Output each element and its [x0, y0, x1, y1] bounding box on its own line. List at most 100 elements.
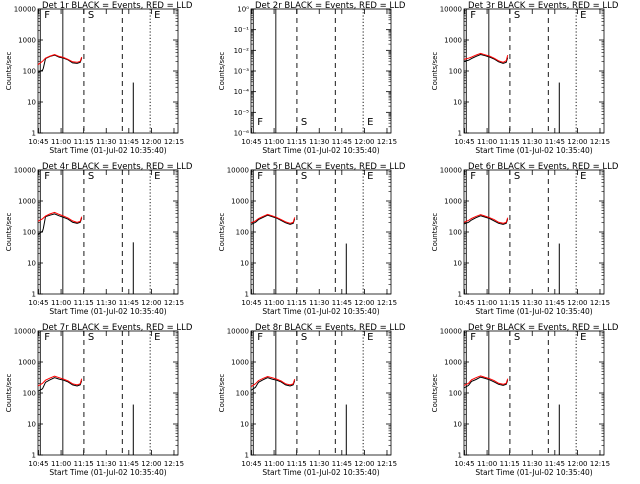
x-tick-label: 10:45: [241, 460, 261, 468]
marker-label: E: [154, 171, 160, 182]
series-line-events: [37, 54, 83, 73]
x-tick-label: 10:45: [454, 460, 474, 468]
marker-label: F: [470, 332, 476, 343]
y-tick-label: 10: [27, 421, 36, 429]
y-tick-label: 10000: [227, 167, 249, 175]
x-tick-label: 11:00: [51, 460, 71, 468]
y-tick-label: 10⁰: [237, 6, 249, 14]
y-tick-label: 1: [245, 452, 249, 460]
plot-frame: [250, 8, 392, 134]
x-tick-label: 11:45: [332, 299, 352, 307]
y-tick-label: 10: [453, 99, 462, 107]
y-tick-label: 1: [458, 291, 462, 299]
y-tick-label: 10000: [14, 328, 36, 336]
x-tick-label: 11:15: [287, 138, 307, 146]
chart-title: Det 7r BLACK = Events, RED = LLD: [42, 323, 193, 333]
y-tick-label: 100: [236, 390, 249, 398]
chart-title: Det 4r BLACK = Events, RED = LLD: [42, 162, 193, 172]
marker-label: F: [257, 171, 263, 182]
x-tick-label: 11:30: [96, 460, 116, 468]
series-line-events: [463, 53, 509, 64]
y-tick-label: 10⁻⁵: [234, 109, 250, 117]
y-tick-label: 10: [453, 421, 462, 429]
y-tick-label: 10: [240, 260, 249, 268]
chart-title: Det 5r BLACK = Events, RED = LLD: [255, 162, 406, 172]
series-line-lld: [463, 375, 509, 386]
x-tick-label: 11:00: [477, 299, 497, 307]
x-tick-label: 11:30: [522, 138, 542, 146]
series-line-lld: [37, 211, 83, 223]
x-tick-label: 11:15: [500, 138, 520, 146]
x-tick-label: 11:45: [332, 138, 352, 146]
y-tick-label: 10: [27, 99, 36, 107]
x-tick-label: 11:30: [522, 460, 542, 468]
x-tick-label: 11:00: [477, 138, 497, 146]
series-line-events: [250, 214, 296, 225]
x-tick-label: 11:00: [264, 460, 284, 468]
y-tick-label: 1: [32, 130, 36, 138]
x-axis-label: Start Time (01-Jul-02 10:35:40): [262, 146, 379, 155]
x-tick-label: 12:00: [567, 299, 587, 307]
y-tick-label: 100: [23, 390, 36, 398]
x-tick-label: 11:30: [522, 299, 542, 307]
x-tick-label: 11:15: [500, 299, 520, 307]
y-tick-label: 1000: [231, 198, 249, 206]
x-tick-label: 12:15: [590, 138, 610, 146]
x-tick-label: 12:00: [141, 138, 161, 146]
x-tick-label: 11:45: [119, 138, 139, 146]
plot-frame: [463, 8, 605, 134]
x-tick-label: 11:15: [500, 460, 520, 468]
x-axis-label: Start Time (01-Jul-02 10:35:40): [49, 468, 166, 477]
x-tick-label: 11:15: [287, 299, 307, 307]
x-tick-label: 12:15: [164, 299, 184, 307]
marker-label: S: [514, 171, 520, 182]
x-tick-label: 11:15: [74, 460, 94, 468]
y-tick-label: 1: [458, 130, 462, 138]
y-axis-label: Counts/sec: [218, 374, 226, 413]
marker-label: S: [301, 117, 307, 128]
x-tick-label: 12:15: [164, 138, 184, 146]
x-tick-label: 11:45: [545, 138, 565, 146]
x-tick-label: 11:15: [74, 299, 94, 307]
x-tick-label: 11:30: [309, 299, 329, 307]
x-tick-label: 12:15: [164, 460, 184, 468]
series-line-events: [37, 213, 83, 235]
y-tick-label: 1000: [444, 198, 462, 206]
y-tick-label: 1: [32, 291, 36, 299]
y-tick-label: 1000: [231, 359, 249, 367]
x-tick-label: 10:45: [454, 138, 474, 146]
x-tick-label: 12:15: [590, 299, 610, 307]
marker-label: S: [88, 171, 94, 182]
series-line-events: [463, 215, 509, 225]
y-tick-label: 1: [32, 452, 36, 460]
x-tick-label: 12:15: [377, 138, 397, 146]
plot-frame: [37, 330, 179, 456]
x-tick-label: 12:15: [377, 460, 397, 468]
series-line-lld: [250, 213, 296, 224]
x-axis-label: Start Time (01-Jul-02 10:35:40): [475, 468, 592, 477]
x-tick-label: 11:45: [119, 460, 139, 468]
y-tick-label: 1: [245, 291, 249, 299]
panel-7: Det 7r BLACK = Events, RED = LLD 1 10 100 10…: [5, 323, 193, 477]
x-tick-label: 11:00: [477, 460, 497, 468]
x-tick-label: 11:00: [51, 138, 71, 146]
x-tick-label: 11:15: [74, 138, 94, 146]
x-tick-label: 11:15: [287, 460, 307, 468]
x-tick-label: 10:45: [241, 299, 261, 307]
x-tick-label: 11:30: [96, 299, 116, 307]
marker-label: S: [88, 10, 94, 21]
chart-title: Det 9r BLACK = Events, RED = LLD: [468, 323, 619, 333]
y-tick-label: 100: [23, 68, 36, 76]
x-tick-label: 10:45: [28, 460, 48, 468]
x-axis-label: Start Time (01-Jul-02 10:35:40): [475, 146, 592, 155]
y-axis-label: Counts/sec: [5, 52, 13, 91]
y-tick-label: 1000: [18, 198, 36, 206]
chart-title: Det 8r BLACK = Events, RED = LLD: [255, 323, 406, 333]
y-tick-label: 10000: [14, 6, 36, 14]
y-axis-label: Counts/sec: [431, 374, 439, 413]
marker-label: F: [44, 171, 50, 182]
x-axis-label: Start Time (01-Jul-02 10:35:40): [49, 307, 166, 316]
x-axis-label: Start Time (01-Jul-02 10:35:40): [262, 307, 379, 316]
marker-label: E: [367, 171, 373, 182]
